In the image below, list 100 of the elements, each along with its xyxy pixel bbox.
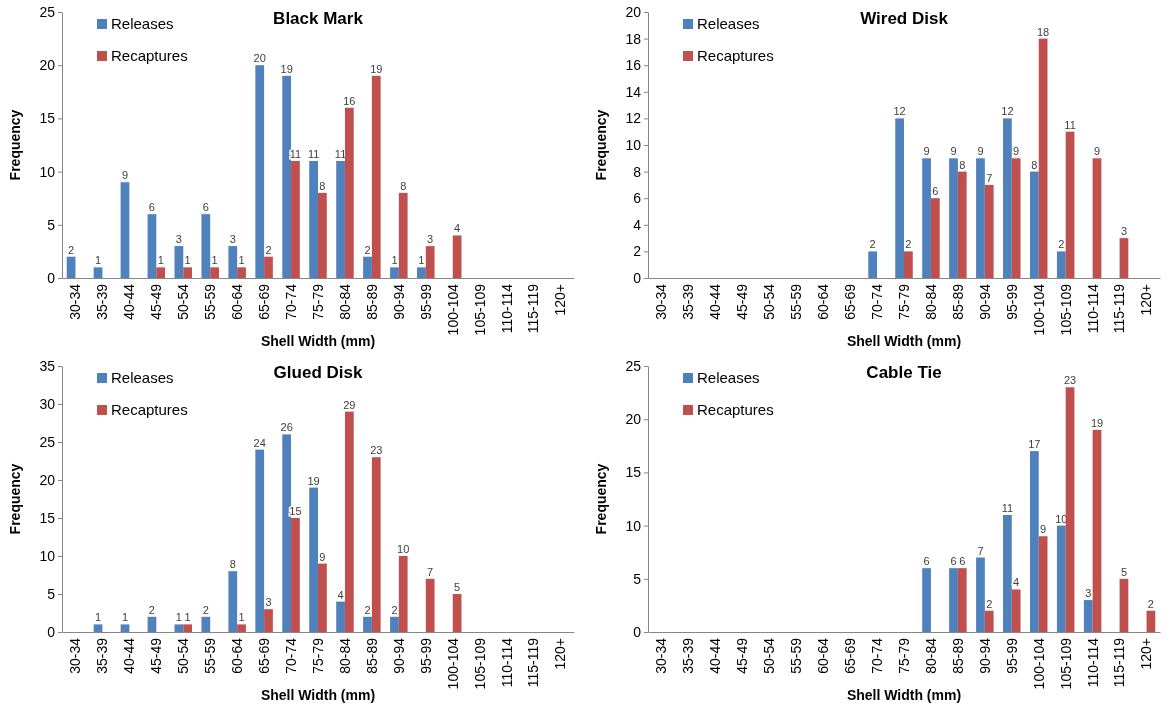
bar xyxy=(390,616,399,632)
y-tick-label: 10 xyxy=(625,136,642,153)
bar xyxy=(282,434,292,632)
bar xyxy=(1003,514,1012,632)
x-tick-label: 105-109 xyxy=(471,283,488,336)
bar xyxy=(93,624,103,632)
x-tick-label: 55-59 xyxy=(788,637,805,674)
x-tick-label: 120+ xyxy=(552,638,569,670)
data-label: 8 xyxy=(959,158,966,171)
x-tick-label: 35-39 xyxy=(94,283,111,320)
y-tick-label: 0 xyxy=(47,269,56,286)
bar xyxy=(363,256,372,278)
bar xyxy=(228,246,238,278)
bar xyxy=(120,624,130,632)
bar xyxy=(371,75,381,278)
data-label: 2 xyxy=(905,238,912,251)
x-tick-label: 80-84 xyxy=(922,637,939,674)
data-label: 1 xyxy=(238,254,245,267)
data-label: 12 xyxy=(1001,105,1014,118)
legend-label: Releases xyxy=(697,15,760,32)
x-tick-label: 100-104 xyxy=(444,637,461,690)
x-tick-label: 110-114 xyxy=(1084,283,1101,334)
bar xyxy=(309,160,318,278)
y-tick-label: 20 xyxy=(39,57,56,74)
bar xyxy=(237,267,246,278)
x-tick-label: 120+ xyxy=(1138,638,1155,670)
y-tick-label: 18 xyxy=(625,30,642,47)
bar xyxy=(930,198,940,278)
data-label: 26 xyxy=(280,421,293,434)
data-label: 2 xyxy=(1147,597,1154,610)
bar xyxy=(336,601,345,632)
data-label: 11 xyxy=(334,147,347,160)
bar xyxy=(291,518,300,632)
legend-label: Releases xyxy=(111,15,174,32)
bar xyxy=(895,118,904,278)
x-tick-label: 80-84 xyxy=(922,283,939,320)
y-tick-label: 30 xyxy=(39,395,56,412)
bar xyxy=(922,158,931,278)
bar xyxy=(371,457,381,632)
bar xyxy=(957,568,967,632)
x-tick-label: 100-104 xyxy=(444,283,461,336)
x-tick-label: 35-39 xyxy=(680,283,697,320)
bar xyxy=(949,568,958,632)
data-label: 1 xyxy=(238,611,245,624)
data-label: 20 xyxy=(253,52,266,65)
bar xyxy=(1119,238,1129,278)
data-label: 19 xyxy=(370,62,383,75)
y-tick-label: 35 xyxy=(39,357,56,374)
x-tick-label: 40-44 xyxy=(707,637,724,674)
x-tick-label: 115-119 xyxy=(525,637,542,688)
data-label: 8 xyxy=(229,558,236,571)
data-label: 1 xyxy=(184,254,191,267)
y-tick-label: 15 xyxy=(39,509,56,526)
data-label: 1 xyxy=(94,611,102,624)
data-label: 24 xyxy=(253,436,266,449)
data-label: 9 xyxy=(923,145,930,158)
y-tick-label: 20 xyxy=(625,411,642,428)
bar xyxy=(398,192,408,278)
bar xyxy=(1038,536,1048,632)
data-label: 4 xyxy=(1013,576,1020,589)
x-tick-label: 105-109 xyxy=(1057,283,1074,336)
x-tick-label: 40-44 xyxy=(121,637,138,674)
bar xyxy=(868,251,878,278)
data-label: 9 xyxy=(977,145,984,158)
x-tick-label: 60-64 xyxy=(815,283,832,320)
data-label: 1 xyxy=(121,611,129,624)
x-tick-label: 65-69 xyxy=(842,637,859,674)
bar xyxy=(1011,589,1021,632)
data-label: 1 xyxy=(391,254,398,267)
x-tick-label: 115-119 xyxy=(1111,283,1128,334)
y-tick-label: 0 xyxy=(633,623,642,640)
data-label: 17 xyxy=(1028,438,1041,451)
data-label: 18 xyxy=(1036,25,1050,38)
bar xyxy=(264,256,273,278)
y-tick-label: 15 xyxy=(625,464,642,481)
bar xyxy=(255,65,265,278)
bar xyxy=(1056,525,1066,632)
y-tick-label: 10 xyxy=(625,517,642,534)
data-label: 9 xyxy=(121,169,129,182)
data-label: 1 xyxy=(175,611,182,624)
bar xyxy=(201,616,211,632)
y-tick-label: 8 xyxy=(633,163,642,180)
legend-label: Recaptures xyxy=(111,401,188,418)
x-tick-label: 30-34 xyxy=(653,283,670,320)
x-tick-label: 110-114 xyxy=(498,283,515,334)
x-tick-label: 105-109 xyxy=(471,637,488,690)
bar xyxy=(1146,610,1156,632)
x-tick-label: 100-104 xyxy=(1030,283,1047,336)
x-tick-label: 55-59 xyxy=(788,283,805,320)
x-tick-label: 75-79 xyxy=(309,637,326,674)
x-tick-label: 115-119 xyxy=(1111,637,1128,688)
y-tick-label: 14 xyxy=(625,83,642,100)
x-tick-label: 90-94 xyxy=(976,283,993,320)
x-tick-label: 55-59 xyxy=(202,637,219,674)
x-tick-label: 70-74 xyxy=(282,637,299,674)
bar xyxy=(1092,158,1102,278)
x-tick-label: 95-99 xyxy=(1003,637,1020,674)
y-tick-label: 0 xyxy=(633,269,642,286)
bar xyxy=(66,256,76,278)
chart-title: Wired Disk xyxy=(860,9,949,28)
